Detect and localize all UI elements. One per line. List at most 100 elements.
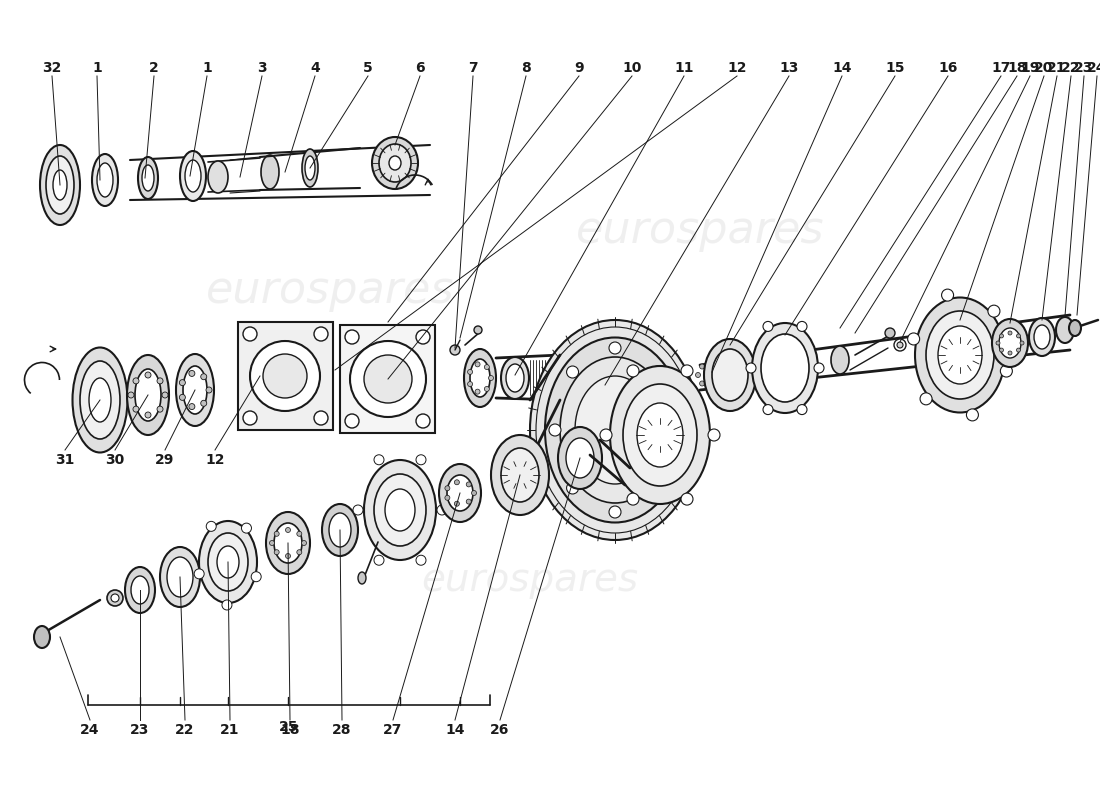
Ellipse shape <box>938 326 982 384</box>
Text: 1: 1 <box>92 61 102 75</box>
Ellipse shape <box>80 361 120 439</box>
Circle shape <box>724 373 728 378</box>
Circle shape <box>600 429 612 441</box>
Text: 3: 3 <box>257 61 267 75</box>
Ellipse shape <box>637 403 683 467</box>
Ellipse shape <box>992 319 1028 367</box>
Ellipse shape <box>302 149 318 187</box>
Circle shape <box>286 527 290 533</box>
Ellipse shape <box>761 334 808 402</box>
Text: 15: 15 <box>886 61 904 75</box>
Ellipse shape <box>439 464 481 522</box>
Text: 10: 10 <box>623 61 641 75</box>
Ellipse shape <box>208 161 228 193</box>
Circle shape <box>145 412 151 418</box>
Ellipse shape <box>752 323 818 413</box>
Ellipse shape <box>167 557 192 597</box>
Circle shape <box>746 363 756 373</box>
Circle shape <box>627 365 639 377</box>
Circle shape <box>1016 334 1021 338</box>
Ellipse shape <box>575 376 654 484</box>
Circle shape <box>763 405 773 414</box>
Text: 19: 19 <box>1021 61 1040 75</box>
Circle shape <box>651 366 663 378</box>
Ellipse shape <box>40 145 80 225</box>
Circle shape <box>996 341 1000 345</box>
Text: eurospares: eurospares <box>421 561 639 599</box>
Text: 1: 1 <box>202 61 212 75</box>
Circle shape <box>270 541 275 546</box>
Circle shape <box>133 378 139 384</box>
Circle shape <box>669 424 681 436</box>
Circle shape <box>988 305 1000 317</box>
Circle shape <box>345 330 359 344</box>
Ellipse shape <box>92 154 118 206</box>
Text: 24: 24 <box>80 723 100 737</box>
Ellipse shape <box>138 157 158 199</box>
Ellipse shape <box>131 576 149 604</box>
Circle shape <box>353 505 363 515</box>
Ellipse shape <box>500 448 539 502</box>
Ellipse shape <box>208 533 248 591</box>
Bar <box>340 325 434 433</box>
Text: 14: 14 <box>446 723 464 737</box>
Circle shape <box>179 380 186 386</box>
Text: 23: 23 <box>1075 61 1093 75</box>
Ellipse shape <box>704 339 756 411</box>
Circle shape <box>488 375 494 381</box>
Circle shape <box>549 424 561 436</box>
Text: 22: 22 <box>175 723 195 737</box>
Circle shape <box>454 502 460 506</box>
Text: 21: 21 <box>220 723 240 737</box>
Circle shape <box>474 326 482 334</box>
Ellipse shape <box>305 156 315 180</box>
Circle shape <box>157 406 163 412</box>
Circle shape <box>719 381 725 386</box>
Circle shape <box>157 378 163 384</box>
Circle shape <box>107 590 123 606</box>
Circle shape <box>566 366 579 378</box>
Circle shape <box>297 531 301 536</box>
Circle shape <box>627 493 639 505</box>
Circle shape <box>314 411 328 425</box>
Circle shape <box>200 374 207 380</box>
Circle shape <box>314 327 328 341</box>
Circle shape <box>475 389 480 394</box>
Text: 30: 30 <box>106 453 124 467</box>
Circle shape <box>416 414 430 428</box>
Circle shape <box>763 322 773 331</box>
Circle shape <box>189 403 195 410</box>
Ellipse shape <box>266 512 310 574</box>
Circle shape <box>189 370 195 377</box>
Circle shape <box>274 550 279 554</box>
Ellipse shape <box>385 489 415 531</box>
Circle shape <box>681 493 693 505</box>
Ellipse shape <box>1034 325 1050 349</box>
Circle shape <box>886 328 895 338</box>
Ellipse shape <box>46 156 74 214</box>
Ellipse shape <box>34 626 50 648</box>
Circle shape <box>297 550 301 554</box>
Ellipse shape <box>712 349 748 401</box>
Ellipse shape <box>125 567 155 613</box>
Ellipse shape <box>126 355 169 435</box>
Ellipse shape <box>160 547 200 607</box>
Circle shape <box>263 354 307 398</box>
Circle shape <box>700 381 705 386</box>
Text: eurospares: eurospares <box>575 209 824 251</box>
Ellipse shape <box>830 346 849 374</box>
Text: 23: 23 <box>130 723 150 737</box>
Circle shape <box>444 495 450 500</box>
Circle shape <box>472 490 476 495</box>
Circle shape <box>710 361 715 366</box>
Circle shape <box>484 365 490 370</box>
Ellipse shape <box>142 165 154 191</box>
Circle shape <box>179 394 186 400</box>
Ellipse shape <box>544 338 685 522</box>
Circle shape <box>894 339 906 351</box>
Text: 14: 14 <box>833 61 851 75</box>
Text: 7: 7 <box>469 61 477 75</box>
Text: 32: 32 <box>42 61 62 75</box>
Ellipse shape <box>185 160 201 192</box>
Circle shape <box>374 555 384 566</box>
